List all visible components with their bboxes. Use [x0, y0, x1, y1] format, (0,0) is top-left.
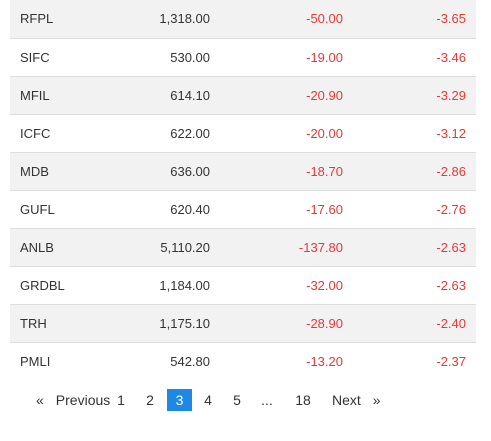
percent-change-cell: -2.40	[353, 304, 476, 343]
percent-change-cell: -2.63	[353, 228, 476, 267]
ltp-cell: 542.80	[110, 342, 220, 380]
ltp-cell: 636.00	[110, 152, 220, 191]
change-cell: -32.00	[220, 266, 353, 305]
symbol-cell: SIFC	[10, 38, 110, 77]
symbol-cell: MFIL	[10, 76, 110, 115]
table-row: ICFC 622.00 -20.00 -3.12	[10, 114, 476, 153]
change-cell: -18.70	[220, 152, 353, 191]
symbol-cell: GRDBL	[10, 266, 110, 305]
symbol-cell: PMLI	[10, 342, 110, 380]
page-link-2[interactable]: 2	[146, 392, 154, 408]
change-cell: -50.00	[220, 0, 353, 39]
change-cell: -137.80	[220, 228, 353, 267]
table-row: MDB 636.00 -18.70 -2.86	[10, 152, 476, 191]
change-cell: -19.00	[220, 38, 353, 77]
symbol-cell: GUFL	[10, 190, 110, 229]
ltp-cell: 5,110.20	[110, 228, 220, 267]
percent-change-cell: -2.63	[353, 266, 476, 305]
percent-change-cell: -3.29	[353, 76, 476, 115]
percent-change-cell: -2.37	[353, 342, 476, 380]
symbol-cell: ICFC	[10, 114, 110, 153]
percent-change-cell: -3.65	[353, 0, 476, 39]
next-page-button[interactable]: Next »	[332, 389, 381, 411]
symbol-cell: TRH	[10, 304, 110, 343]
double-chevron-left-icon: «	[36, 392, 44, 408]
ltp-cell: 614.10	[110, 76, 220, 115]
table-row: TRH 1,175.10 -28.90 -2.40	[10, 304, 476, 343]
symbol-cell: MDB	[10, 152, 110, 191]
ltp-cell: 1,318.00	[110, 0, 220, 39]
symbol-cell: RFPL	[10, 0, 110, 39]
table-row: PMLI 542.80 -13.20 -2.37	[10, 342, 476, 380]
double-chevron-right-icon: »	[372, 392, 381, 408]
table-row: GRDBL 1,184.00 -32.00 -2.63	[10, 266, 476, 305]
page-link-18[interactable]: 18	[295, 392, 311, 408]
previous-label: Previous	[55, 392, 111, 408]
page-link-3-active[interactable]: 3	[167, 389, 192, 411]
change-cell: -28.90	[220, 304, 353, 343]
ltp-cell: 620.40	[110, 190, 220, 229]
next-label: Next	[332, 392, 361, 408]
table-row: RFPL 1,318.00 -50.00 -3.65	[10, 0, 476, 39]
previous-page-button[interactable]: « Previous	[36, 389, 110, 411]
table-row: MFIL 614.10 -20.90 -3.29	[10, 76, 476, 115]
table-row: ANLB 5,110.20 -137.80 -2.63	[10, 228, 476, 267]
ltp-cell: 1,175.10	[110, 304, 220, 343]
change-cell: -20.00	[220, 114, 353, 153]
page-link-4[interactable]: 4	[204, 392, 212, 408]
pagination: « Previous 1 2 3 4 5 ... 18 Next »	[0, 388, 491, 412]
change-cell: -13.20	[220, 342, 353, 380]
ltp-cell: 622.00	[110, 114, 220, 153]
page-link-1[interactable]: 1	[117, 392, 125, 408]
change-cell: -20.90	[220, 76, 353, 115]
percent-change-cell: -3.46	[353, 38, 476, 77]
table-row: GUFL 620.40 -17.60 -2.76	[10, 190, 476, 229]
table-row: SIFC 530.00 -19.00 -3.46	[10, 38, 476, 77]
ltp-cell: 530.00	[110, 38, 220, 77]
percent-change-cell: -2.76	[353, 190, 476, 229]
page-link-5[interactable]: 5	[233, 392, 241, 408]
ltp-cell: 1,184.00	[110, 266, 220, 305]
percent-change-cell: -2.86	[353, 152, 476, 191]
change-cell: -17.60	[220, 190, 353, 229]
percent-change-cell: -3.12	[353, 114, 476, 153]
symbol-cell: ANLB	[10, 228, 110, 267]
losers-table: RFPL 1,318.00 -50.00 -3.65 SIFC 530.00 -…	[10, 0, 476, 380]
page-ellipsis: ...	[261, 392, 273, 408]
